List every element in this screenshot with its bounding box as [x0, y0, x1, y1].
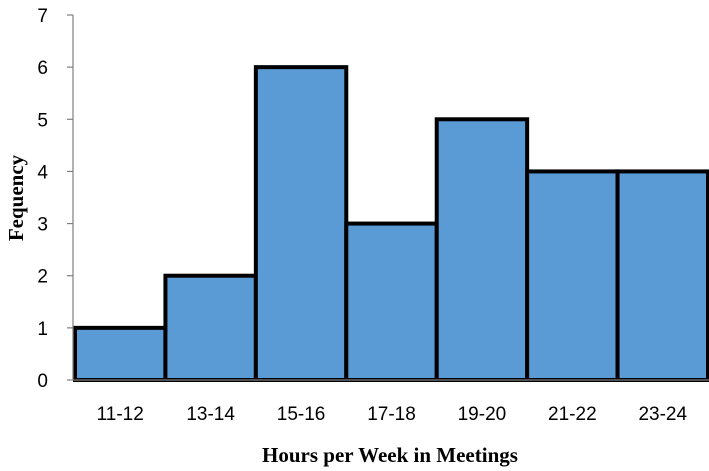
y-tick-label: 5 — [37, 110, 48, 131]
bar-23-24 — [615, 169, 709, 382]
bars-group — [73, 65, 709, 383]
y-ticks-group: 0 1 2 3 4 5 6 7 — [37, 6, 73, 392]
x-tick-label: 19-20 — [458, 404, 507, 425]
y-tick-label: 0 — [37, 371, 48, 392]
bar-15-16 — [253, 65, 349, 383]
bar-17-18 — [344, 221, 439, 382]
x-tick-label: 21-22 — [548, 404, 597, 425]
bar-21-22 — [525, 169, 620, 382]
x-ticks-group: 11-12 13-14 15-16 17-18 19-20 21-22 23-24 — [97, 404, 688, 425]
y-tick-label: 2 — [37, 267, 48, 288]
x-tick-label: 11-12 — [97, 404, 144, 425]
bar-11-12 — [73, 325, 168, 383]
x-tick-label: 15-16 — [277, 404, 326, 425]
bar-19-20 — [434, 117, 530, 383]
x-tick-label: 13-14 — [186, 404, 235, 425]
x-axis-title: Hours per Week in Meetings — [262, 443, 518, 467]
y-tick-label: 1 — [37, 319, 48, 340]
y-tick-label: 4 — [37, 162, 48, 183]
bar-13-14 — [163, 273, 258, 383]
y-tick-label: 7 — [37, 6, 48, 27]
x-tick-label: 23-24 — [638, 404, 687, 425]
y-tick-label: 3 — [37, 215, 48, 236]
y-tick-label: 6 — [37, 58, 48, 79]
x-tick-label: 17-18 — [367, 404, 416, 425]
y-axis-title: Fequency — [4, 154, 28, 241]
